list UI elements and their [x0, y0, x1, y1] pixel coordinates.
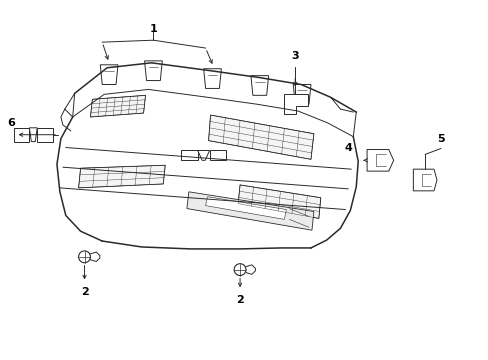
Polygon shape	[208, 115, 313, 159]
Circle shape	[234, 264, 245, 275]
Polygon shape	[186, 192, 313, 230]
Polygon shape	[90, 95, 145, 117]
Polygon shape	[29, 128, 37, 141]
Polygon shape	[293, 85, 310, 104]
Polygon shape	[100, 65, 118, 85]
Polygon shape	[79, 165, 165, 188]
Polygon shape	[366, 149, 393, 171]
Text: 4: 4	[344, 144, 351, 153]
Text: 3: 3	[291, 51, 298, 61]
Polygon shape	[144, 61, 162, 81]
Polygon shape	[197, 150, 209, 160]
Polygon shape	[209, 150, 226, 160]
Polygon shape	[205, 197, 286, 219]
Text: 2: 2	[236, 295, 244, 305]
Polygon shape	[284, 94, 307, 114]
Polygon shape	[37, 128, 53, 141]
Polygon shape	[14, 128, 29, 141]
Polygon shape	[412, 169, 436, 191]
Text: 1: 1	[149, 24, 157, 34]
Polygon shape	[181, 150, 197, 160]
Text: 2: 2	[81, 287, 88, 297]
Circle shape	[79, 251, 90, 263]
Polygon shape	[203, 69, 221, 89]
Text: 6: 6	[8, 118, 16, 128]
Text: 5: 5	[436, 134, 444, 144]
Polygon shape	[250, 76, 268, 95]
Polygon shape	[238, 185, 320, 219]
